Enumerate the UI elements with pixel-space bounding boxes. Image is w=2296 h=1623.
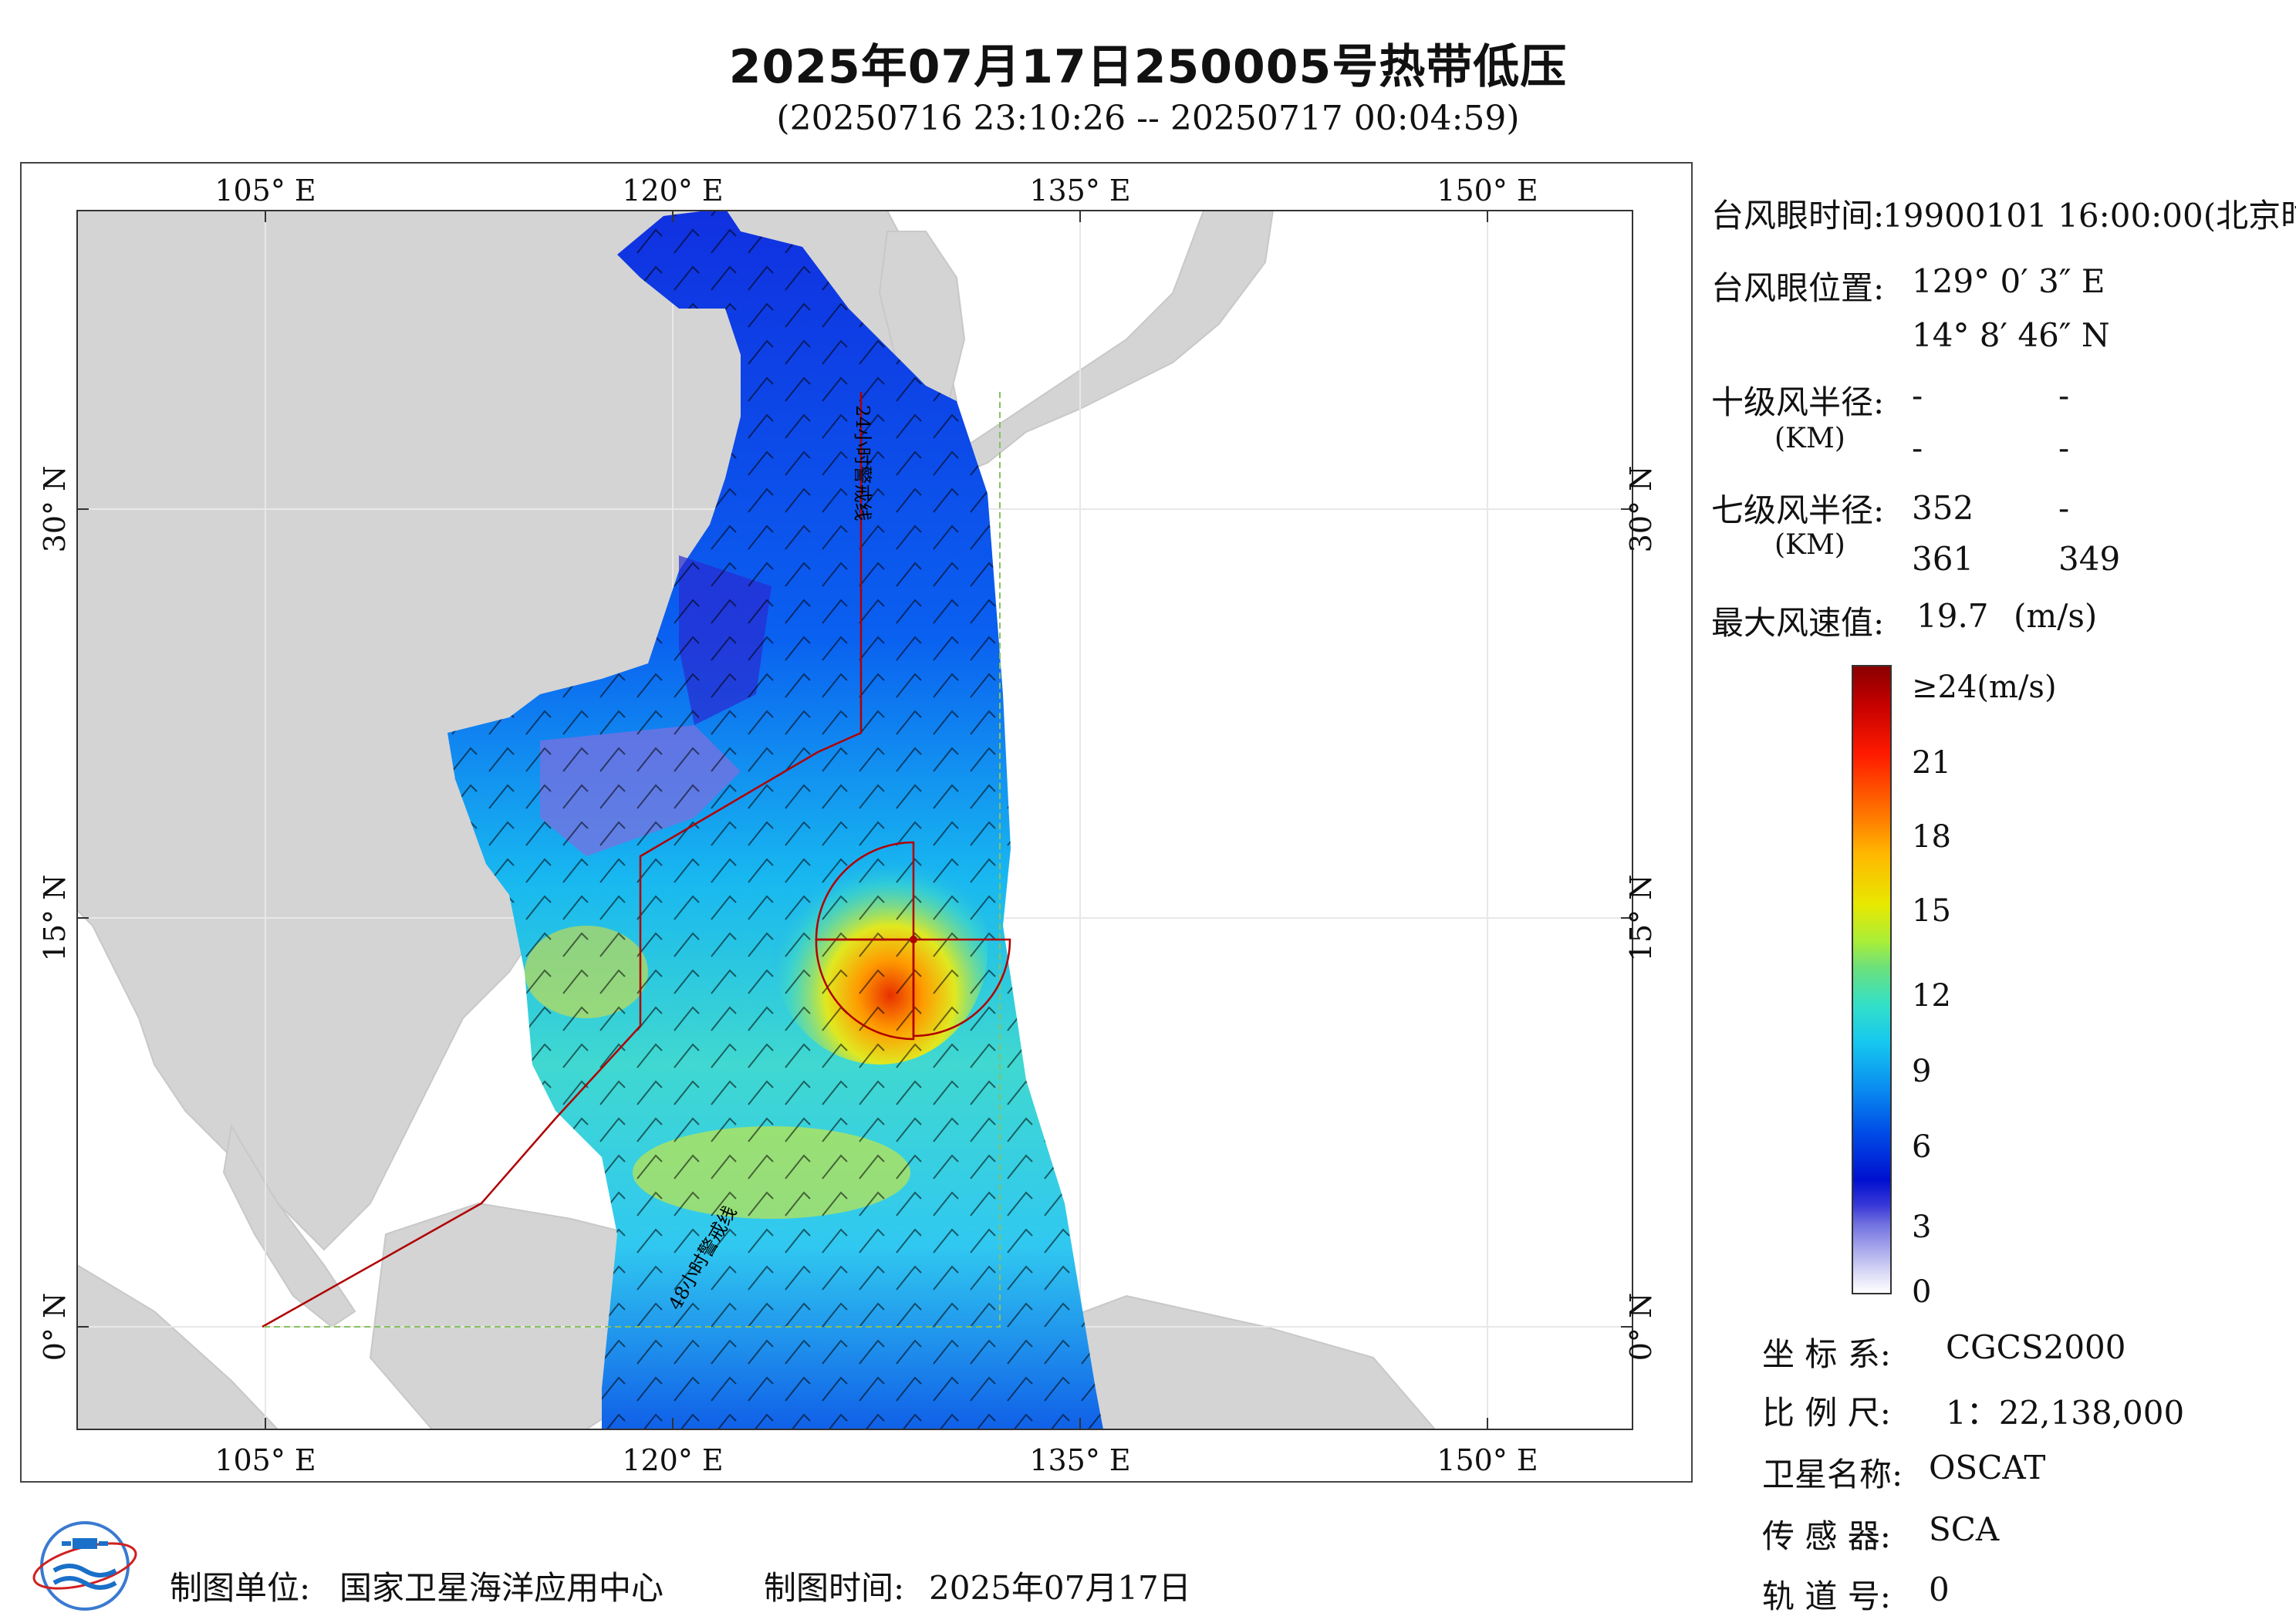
crs-value: CGCS2000 — [1946, 1328, 2126, 1366]
map-frame — [20, 162, 1693, 1483]
lon-label-top-120: 120° E — [622, 174, 723, 208]
lat-label-right-15: 15° N — [1624, 875, 1658, 962]
radius-7-km-label: (KM) — [1774, 529, 1845, 561]
crs-label: 坐 标 系: — [1762, 1335, 1891, 1373]
axis-ticks — [77, 211, 1633, 1429]
lat-label-left-30: 30° N — [38, 466, 72, 553]
radius-7-ne: 352 — [1912, 489, 1974, 527]
eye-position-label: 台风眼位置: — [1711, 269, 1885, 307]
scale-value: 1：22,138,000 — [1946, 1394, 2185, 1432]
scale-label: 比 例 尺: — [1762, 1394, 1891, 1432]
max-wind-value: 19.7 — [1916, 597, 1989, 635]
colorbar-tick-12: 12 — [1912, 978, 1951, 1014]
radius-7-label: 七级风半径: — [1711, 491, 1885, 529]
typhoon-eye-marker[interactable] — [910, 936, 917, 943]
colorbar-tick-3: 3 — [1912, 1210, 1932, 1245]
warning-line-48h — [262, 392, 1001, 1328]
eye-longitude: 129° 0′ 3″ E — [1912, 262, 2105, 300]
producer-label: 制图单位: — [170, 1569, 311, 1607]
orbit-value: 0 — [1929, 1571, 1950, 1608]
satellite-value: OSCAT — [1929, 1449, 2046, 1486]
radius-10-ne: - — [1912, 376, 1923, 414]
lon-label-top-150: 150° E — [1437, 174, 1538, 208]
colorbar-tick-15: 15 — [1912, 893, 1951, 929]
map-title: 2025年07月17日250005号热带低压 — [728, 40, 1568, 94]
colorbar-tick-18: 18 — [1912, 819, 1951, 855]
wind-barbs — [447, 211, 1103, 1429]
radius-10-se: - — [2058, 376, 2070, 414]
lon-label-bottom-105: 105° E — [214, 1443, 316, 1477]
max-wind-label: 最大风速值: — [1711, 604, 1885, 642]
lon-label-bottom-150: 150° E — [1437, 1443, 1538, 1477]
lon-label-bottom-135: 135° E — [1029, 1443, 1130, 1477]
wind-speed-colorbar — [1852, 665, 1892, 1294]
map-subtitle: (20250716 23:10:26 -- 20250717 00:04:59) — [776, 99, 1520, 138]
sensor-value: SCA — [1929, 1510, 2000, 1548]
max-wind-unit: (m/s) — [2014, 597, 2098, 635]
lon-label-bottom-120: 120° E — [622, 1443, 723, 1477]
radius-10-nw: - — [2058, 429, 2070, 467]
production-time-label: 制图时间: — [764, 1569, 905, 1607]
radius-7-sw: 361 — [1912, 540, 1974, 578]
radius-10-sw: - — [1912, 429, 1923, 467]
nsoas-logo-icon — [32, 1521, 137, 1611]
radius-7-se: - — [2058, 489, 2070, 527]
map-border — [76, 210, 1633, 1430]
radius-7-nw: 349 — [2058, 540, 2121, 578]
orbit-label: 轨 道 号: — [1762, 1577, 1891, 1615]
lat-label-left-15: 15° N — [38, 875, 72, 962]
wind-radius-7 — [815, 841, 1011, 1041]
radius-10-km-label: (KM) — [1774, 423, 1845, 454]
lat-label-right-0: 0° N — [1624, 1293, 1658, 1361]
lat-label-left-0: 0° N — [38, 1293, 72, 1361]
eye-time-label: 台风眼时间: — [1711, 197, 1885, 235]
eye-latitude: 14° 8′ 46″ N — [1912, 316, 2110, 354]
colorbar-tick-6: 6 — [1912, 1129, 1932, 1165]
lon-label-top-135: 135° E — [1029, 174, 1130, 208]
colorbar-tick-0: 0 — [1912, 1274, 1932, 1310]
radius-10-label: 十级风半径: — [1711, 383, 1885, 421]
production-time-value: 2025年07月17日 — [929, 1569, 1191, 1607]
lat-label-right-30: 30° N — [1624, 466, 1658, 553]
warning-line-24h — [262, 392, 863, 1328]
line-label-24h: 24小时警戒线 — [852, 405, 873, 521]
colorbar-tick-21: 21 — [1912, 745, 1951, 781]
producer-value: 国家卫星海洋应用中心 — [339, 1569, 664, 1607]
eye-time-value: 19900101 16:00:00(北京时) — [1882, 197, 2296, 235]
lon-label-top-105: 105° E — [214, 174, 316, 208]
satellite-label: 卫星名称: — [1762, 1456, 1903, 1493]
colorbar-label-max: ≥24(m/s) — [1912, 670, 2057, 705]
colorbar-tick-9: 9 — [1912, 1054, 1932, 1089]
sensor-label: 传 感 器: — [1762, 1517, 1891, 1555]
